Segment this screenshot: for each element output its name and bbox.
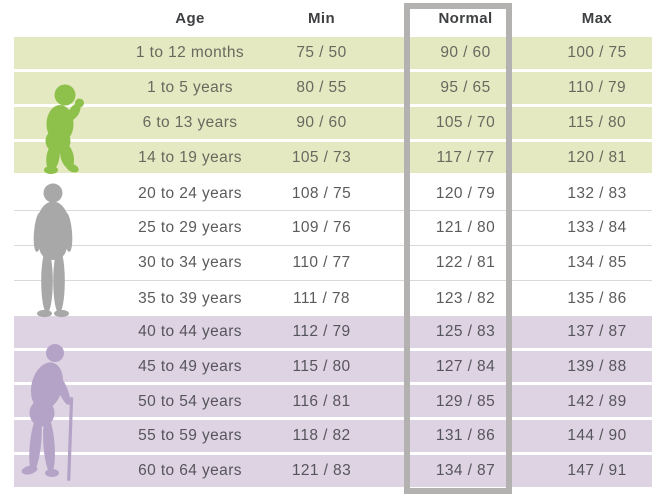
table-header: Age Min Normal Max xyxy=(14,0,652,37)
min-cell: 118 / 82 xyxy=(292,427,351,445)
min-cell: 109 / 76 xyxy=(291,219,352,237)
table-row: 35 to 39 years 111 / 78 123 / 82 135 / 8… xyxy=(14,280,652,316)
normal-cell: 120 / 79 xyxy=(435,184,496,202)
table-row: 1 to 12 months 75 / 50 90 / 60 100 / 75 xyxy=(14,37,652,72)
table-row: 40 to 44 years 112 / 79 125 / 83 137 / 8… xyxy=(14,315,652,351)
age-cell: 50 to 54 years xyxy=(138,392,242,410)
column-header-age: Age xyxy=(175,10,205,27)
age-cell: 30 to 34 years xyxy=(138,254,242,272)
age-cell: 20 to 24 years xyxy=(138,184,242,202)
age-cell: 6 to 13 years xyxy=(142,113,238,131)
table-row: 14 to 19 years 105 / 73 117 / 77 120 / 8… xyxy=(14,141,652,177)
normal-cell: 122 / 81 xyxy=(435,254,496,272)
min-cell: 90 / 60 xyxy=(296,113,347,131)
normal-cell: 105 / 70 xyxy=(435,113,496,131)
min-cell: 121 / 83 xyxy=(291,462,352,480)
max-cell: 137 / 87 xyxy=(567,322,627,340)
max-cell: 133 / 84 xyxy=(567,219,627,237)
table-row: 55 to 59 years 118 / 82 131 / 86 144 / 9… xyxy=(14,420,652,456)
normal-cell: 134 / 87 xyxy=(435,462,496,480)
normal-cell: 127 / 84 xyxy=(435,357,496,375)
min-cell: 75 / 50 xyxy=(296,44,347,62)
max-cell: 139 / 88 xyxy=(567,357,627,375)
max-cell: 144 / 90 xyxy=(567,427,627,445)
age-cell: 35 to 39 years xyxy=(138,289,242,307)
min-cell: 110 / 77 xyxy=(292,254,351,272)
table-row: 6 to 13 years 90 / 60 105 / 70 115 / 80 xyxy=(14,106,652,142)
min-cell: 105 / 73 xyxy=(291,148,352,166)
normal-cell: 121 / 80 xyxy=(435,219,496,237)
normal-cell: 131 / 86 xyxy=(435,427,496,445)
column-header-normal: Normal xyxy=(438,10,493,27)
man-silhouette-icon xyxy=(33,183,73,318)
column-header-min: Min xyxy=(307,10,336,27)
max-cell: 110 / 79 xyxy=(567,79,627,97)
age-cell: 45 to 49 years xyxy=(138,357,242,375)
section-adults: 20 to 24 years 108 / 75 120 / 79 132 / 8… xyxy=(14,176,652,316)
normal-cell: 117 / 77 xyxy=(436,148,495,166)
column-header-max: Max xyxy=(581,10,613,27)
age-cell: 60 to 64 years xyxy=(138,462,242,480)
max-cell: 135 / 86 xyxy=(567,289,627,307)
table-row: 45 to 49 years 115 / 80 127 / 84 139 / 8… xyxy=(14,350,652,386)
section-children: 1 to 12 months 75 / 50 90 / 60 100 / 75 … xyxy=(14,37,652,177)
normal-cell: 95 / 65 xyxy=(440,79,491,97)
age-cell: 40 to 44 years xyxy=(138,322,242,340)
age-cell: 1 to 5 years xyxy=(147,79,233,97)
min-cell: 80 / 55 xyxy=(296,79,347,97)
max-cell: 142 / 89 xyxy=(567,392,627,410)
table: Age Min Normal Max 1 to 12 months 75 / 5… xyxy=(14,0,652,490)
table-row: 20 to 24 years 108 / 75 120 / 79 132 / 8… xyxy=(14,176,652,212)
normal-cell: 129 / 85 xyxy=(435,392,496,410)
min-cell: 111 / 78 xyxy=(293,289,350,307)
min-cell: 116 / 81 xyxy=(292,392,351,410)
table-row: 60 to 64 years 121 / 83 134 / 87 147 / 9… xyxy=(14,455,652,490)
table-row: 1 to 5 years 80 / 55 95 / 65 110 / 79 xyxy=(14,71,652,107)
normal-cell: 123 / 82 xyxy=(435,289,496,307)
elderly-man-silhouette-icon xyxy=(21,344,74,481)
child-silhouette-icon xyxy=(44,84,84,174)
table-row: 50 to 54 years 116 / 81 129 / 85 142 / 8… xyxy=(14,385,652,421)
max-cell: 100 / 75 xyxy=(567,44,627,62)
min-cell: 115 / 80 xyxy=(292,357,351,375)
max-cell: 134 / 85 xyxy=(567,254,627,272)
age-cell: 25 to 29 years xyxy=(138,219,242,237)
age-cell: 55 to 59 years xyxy=(138,427,242,445)
age-cell: 1 to 12 months xyxy=(135,44,245,62)
min-cell: 112 / 79 xyxy=(292,322,351,340)
section-seniors: 40 to 44 years 112 / 79 125 / 83 137 / 8… xyxy=(14,315,652,490)
normal-cell: 125 / 83 xyxy=(435,322,496,340)
max-cell: 132 / 83 xyxy=(567,184,627,202)
table-row: 25 to 29 years 109 / 76 121 / 80 133 / 8… xyxy=(14,211,652,247)
max-cell: 147 / 91 xyxy=(567,462,627,480)
normal-cell: 90 / 60 xyxy=(440,44,491,62)
min-cell: 108 / 75 xyxy=(291,184,352,202)
age-cell: 14 to 19 years xyxy=(138,148,242,166)
max-cell: 120 / 81 xyxy=(567,148,627,166)
table-row: 30 to 34 years 110 / 77 122 / 81 134 / 8… xyxy=(14,246,652,281)
max-cell: 115 / 80 xyxy=(567,113,627,131)
